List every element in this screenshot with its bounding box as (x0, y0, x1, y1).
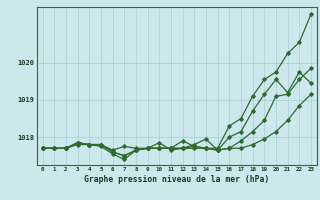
X-axis label: Graphe pression niveau de la mer (hPa): Graphe pression niveau de la mer (hPa) (84, 175, 269, 184)
